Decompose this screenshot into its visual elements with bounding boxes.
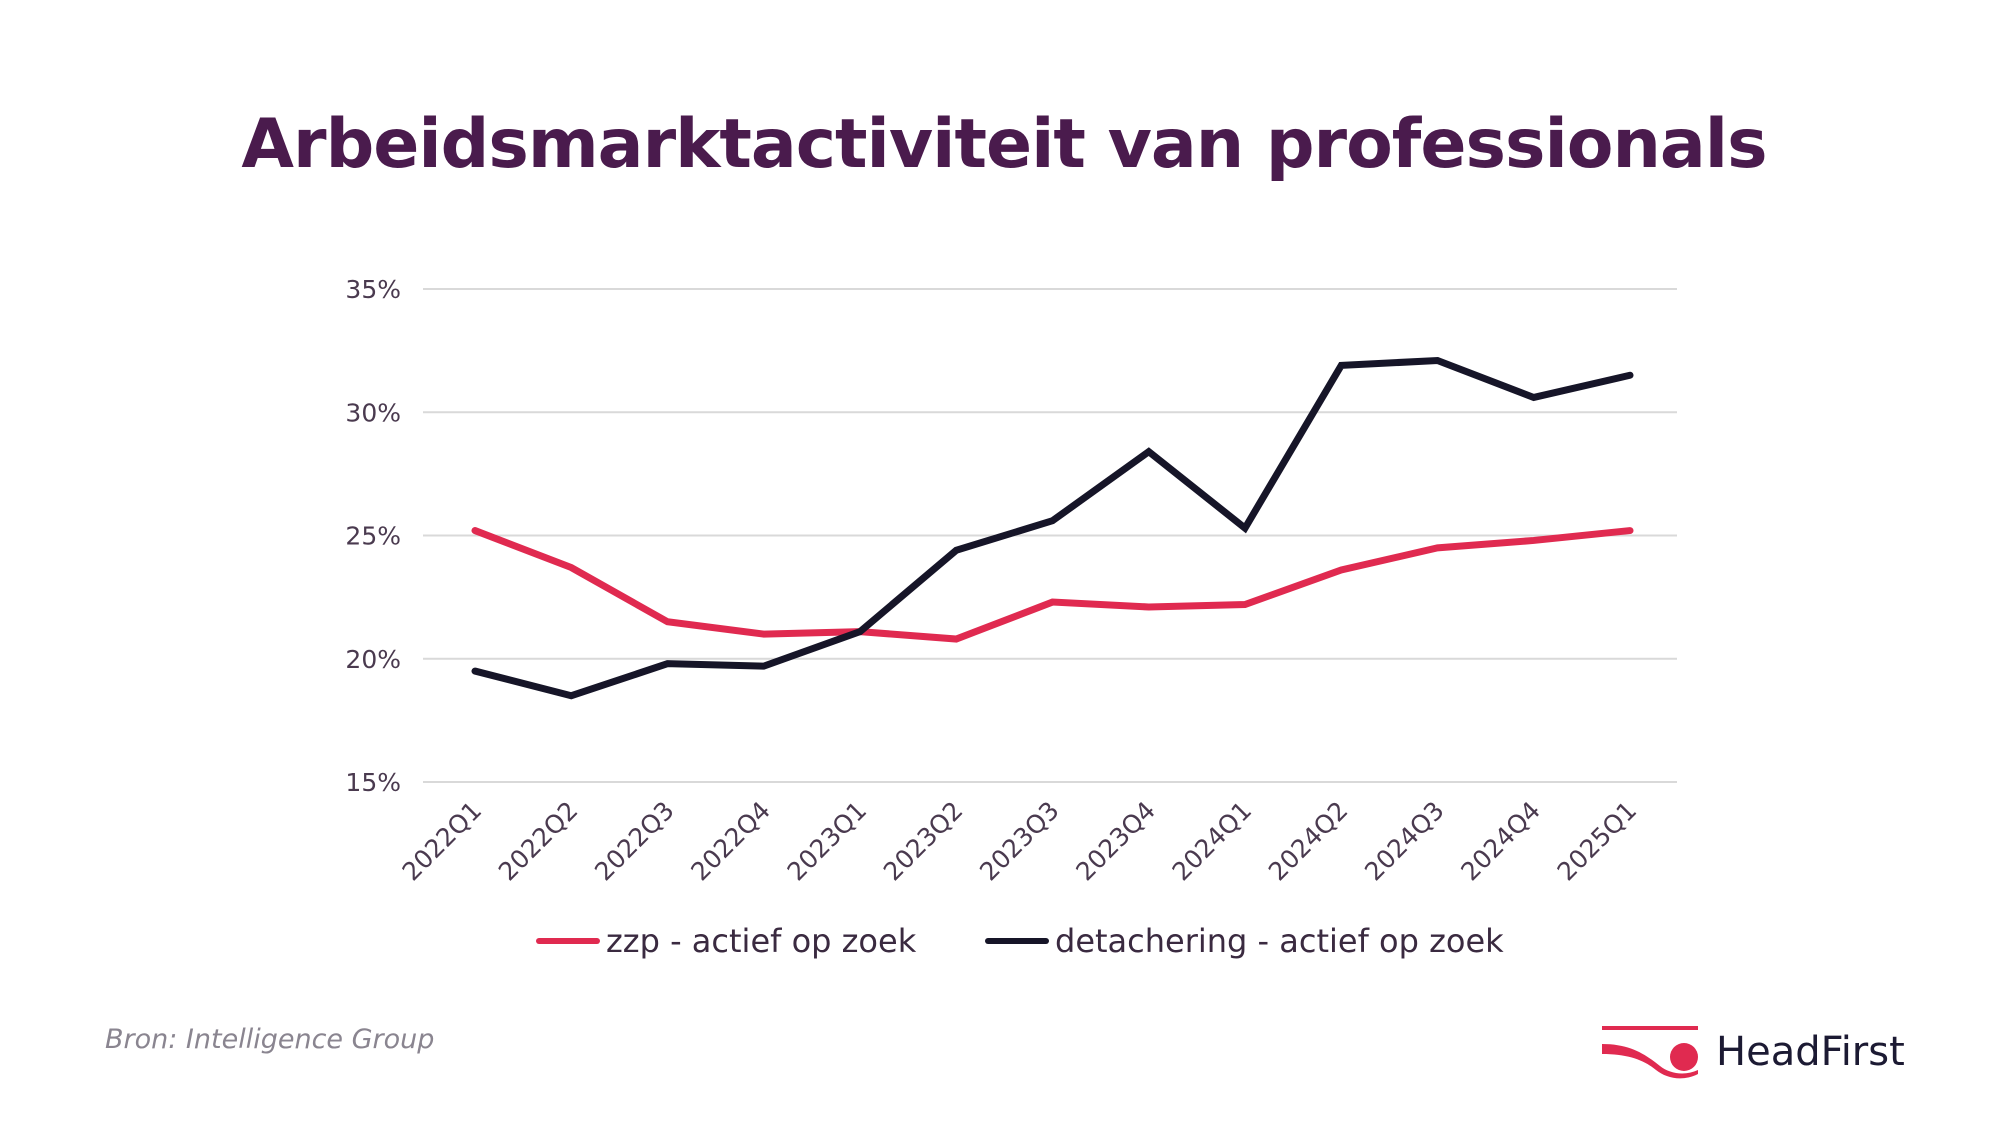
x-tick-label: 2024Q1 (1167, 796, 1258, 887)
legend-label-zzp: zzp - actief op zoek (606, 922, 917, 960)
x-tick-label: 2023Q1 (782, 796, 873, 887)
x-tick-label: 2024Q4 (1455, 796, 1546, 887)
x-tick-label: 2025Q1 (1552, 796, 1643, 887)
x-tick-label: 2022Q3 (589, 796, 680, 887)
headfirst-logo-icon (1602, 1026, 1698, 1079)
legend-swatch-zzp (536, 938, 600, 944)
y-tick-label: 25% (345, 522, 401, 551)
x-tick-label: 2023Q2 (878, 796, 969, 887)
y-tick-label: 30% (345, 398, 401, 427)
y-axis-ticks: 15% 20% 25% 30% 35% (345, 275, 401, 797)
source-note: Bron: Intelligence Group (105, 1024, 435, 1055)
x-tick-label: 2023Q3 (974, 796, 1065, 887)
chart-title: Arbeidsmarktactiviteit van professionals (241, 105, 1767, 184)
x-axis-ticks: 2022Q1 2022Q2 2022Q3 2022Q4 2023Q1 2023Q2 2023… (397, 796, 1643, 887)
legend-label-detachering: detachering - actief op zoek (1055, 922, 1504, 960)
legend-item-detachering: detachering - actief op zoek (985, 922, 1504, 960)
x-tick-label: 2024Q2 (1263, 796, 1354, 887)
x-tick-label: 2022Q4 (685, 796, 776, 887)
y-tick-label: 20% (345, 645, 401, 674)
legend-item-zzp: zzp - actief op zoek (536, 922, 916, 960)
gridlines (423, 288, 1677, 783)
x-tick-label: 2024Q3 (1359, 796, 1450, 887)
x-tick-label: 2022Q2 (493, 796, 584, 887)
logo-text: HeadFirst (1716, 1029, 1905, 1075)
series-line-detachering (471, 356, 1634, 700)
series-line-zzp (471, 527, 1634, 643)
x-tick-label: 2022Q1 (397, 796, 488, 887)
headfirst-logo: HeadFirst (1600, 1024, 1905, 1080)
y-tick-label: 15% (345, 768, 401, 797)
y-tick-label: 35% (345, 275, 401, 304)
legend-swatch-detachering (985, 938, 1049, 944)
series-lines (471, 356, 1634, 700)
x-tick-label: 2023Q4 (1070, 796, 1161, 887)
